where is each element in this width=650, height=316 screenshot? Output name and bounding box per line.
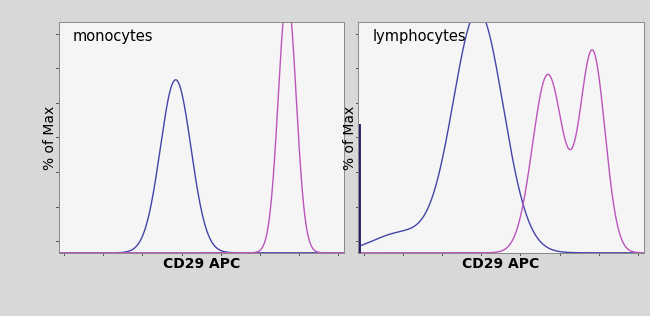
Text: monocytes: monocytes	[73, 29, 153, 44]
X-axis label: CD29 APC: CD29 APC	[162, 257, 240, 271]
X-axis label: CD29 APC: CD29 APC	[462, 257, 540, 271]
Y-axis label: % of Max: % of Max	[343, 105, 357, 170]
Text: lymphocytes: lymphocytes	[372, 29, 466, 44]
Y-axis label: % of Max: % of Max	[43, 105, 57, 170]
